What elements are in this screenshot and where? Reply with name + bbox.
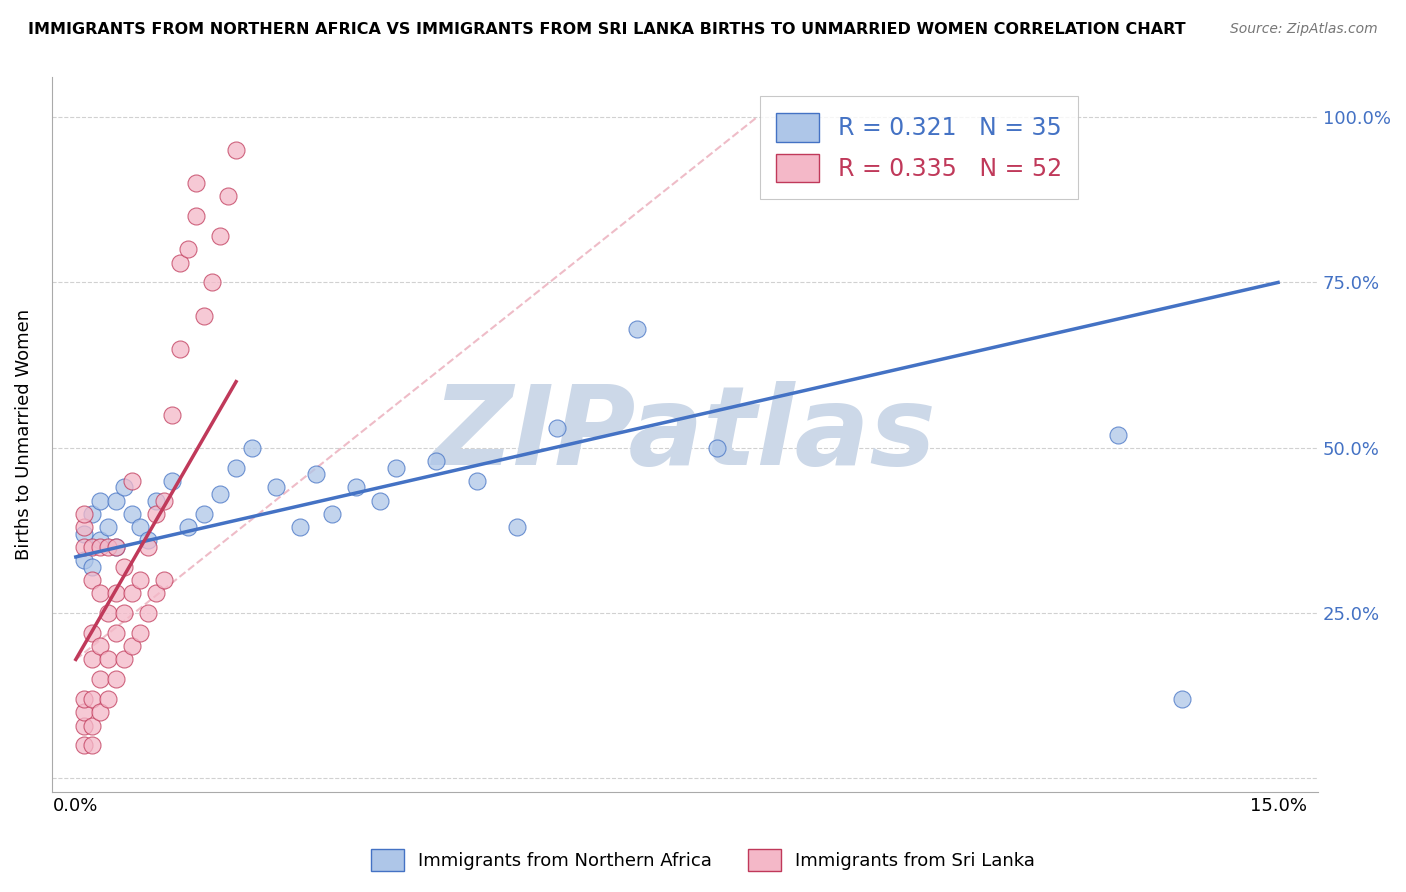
Point	[121, 586, 143, 600]
Point	[160, 408, 183, 422]
Point	[465, 474, 488, 488]
Point	[153, 493, 176, 508]
Point	[169, 255, 191, 269]
Point	[240, 441, 263, 455]
Point	[129, 626, 152, 640]
Point	[201, 276, 224, 290]
Point	[112, 480, 135, 494]
Point	[1107, 427, 1129, 442]
Point	[104, 493, 127, 508]
Point	[104, 540, 127, 554]
Point	[129, 520, 152, 534]
Point	[321, 507, 343, 521]
Point	[97, 652, 120, 666]
Point	[80, 559, 103, 574]
Point	[145, 493, 167, 508]
Point	[89, 639, 111, 653]
Point	[385, 460, 408, 475]
Point	[73, 540, 96, 554]
Point	[546, 421, 568, 435]
Point	[97, 606, 120, 620]
Point	[290, 520, 312, 534]
Point	[305, 467, 328, 482]
Point	[80, 652, 103, 666]
Point	[209, 487, 232, 501]
Point	[193, 309, 215, 323]
Point	[225, 143, 247, 157]
Point	[136, 533, 159, 548]
Point	[89, 673, 111, 687]
Text: Source: ZipAtlas.com: Source: ZipAtlas.com	[1230, 22, 1378, 37]
Point	[225, 460, 247, 475]
Point	[169, 342, 191, 356]
Point	[97, 540, 120, 554]
Point	[80, 739, 103, 753]
Point	[89, 533, 111, 548]
Point	[104, 586, 127, 600]
Point	[73, 706, 96, 720]
Point	[160, 474, 183, 488]
Point	[89, 540, 111, 554]
Point	[344, 480, 367, 494]
Point	[1171, 692, 1194, 706]
Point	[80, 692, 103, 706]
Point	[112, 559, 135, 574]
Point	[97, 520, 120, 534]
Point	[425, 454, 447, 468]
Point	[89, 493, 111, 508]
Point	[104, 673, 127, 687]
Point	[89, 706, 111, 720]
Point	[626, 322, 648, 336]
Point	[370, 493, 392, 508]
Point	[80, 573, 103, 587]
Point	[121, 639, 143, 653]
Point	[80, 718, 103, 732]
Y-axis label: Births to Unmarried Women: Births to Unmarried Women	[15, 309, 32, 560]
Point	[184, 176, 207, 190]
Point	[121, 474, 143, 488]
Point	[505, 520, 527, 534]
Point	[112, 652, 135, 666]
Point	[209, 229, 232, 244]
Point	[73, 526, 96, 541]
Point	[184, 210, 207, 224]
Point	[97, 692, 120, 706]
Point	[706, 441, 728, 455]
Point	[217, 189, 239, 203]
Point	[73, 553, 96, 567]
Point	[73, 520, 96, 534]
Point	[104, 626, 127, 640]
Point	[73, 718, 96, 732]
Point	[73, 739, 96, 753]
Legend: Immigrants from Northern Africa, Immigrants from Sri Lanka: Immigrants from Northern Africa, Immigra…	[364, 842, 1042, 879]
Text: ZIPatlas: ZIPatlas	[433, 381, 936, 488]
Point	[121, 507, 143, 521]
Point	[129, 573, 152, 587]
Point	[264, 480, 287, 494]
Point	[145, 586, 167, 600]
Point	[193, 507, 215, 521]
Point	[177, 243, 200, 257]
Point	[153, 573, 176, 587]
Point	[80, 626, 103, 640]
Point	[104, 540, 127, 554]
Point	[89, 586, 111, 600]
Point	[73, 692, 96, 706]
Point	[80, 507, 103, 521]
Point	[136, 540, 159, 554]
Point	[136, 606, 159, 620]
Point	[112, 606, 135, 620]
Legend: R = 0.321   N = 35, R = 0.335   N = 52: R = 0.321 N = 35, R = 0.335 N = 52	[759, 96, 1078, 199]
Point	[80, 540, 103, 554]
Text: IMMIGRANTS FROM NORTHERN AFRICA VS IMMIGRANTS FROM SRI LANKA BIRTHS TO UNMARRIED: IMMIGRANTS FROM NORTHERN AFRICA VS IMMIG…	[28, 22, 1185, 37]
Point	[177, 520, 200, 534]
Point	[145, 507, 167, 521]
Point	[73, 507, 96, 521]
